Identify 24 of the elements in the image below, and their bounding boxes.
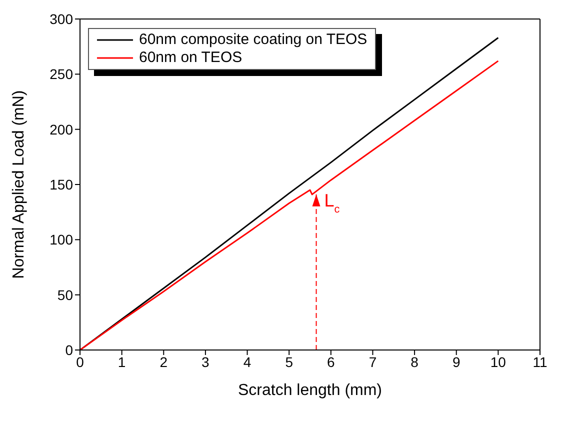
x-axis-title: Scratch length (mm): [238, 382, 382, 399]
x-tick-label: 10: [490, 354, 506, 370]
y-axis-title: Normal Applied Load (mN): [10, 90, 28, 279]
y-tick-label: 150: [50, 176, 74, 192]
y-tick-label: 100: [50, 232, 74, 248]
x-tick-label: 9: [452, 354, 460, 370]
x-tick-label: 3: [202, 354, 210, 370]
x-tick-label: 1: [118, 354, 126, 370]
x-tick-label: 8: [410, 354, 419, 370]
legend-label: 60nm composite coating on TEOS: [139, 31, 368, 49]
legend-label: 60nm on TEOS: [139, 49, 242, 67]
x-tick-label: 2: [160, 354, 168, 370]
y-tick-label: 250: [50, 66, 74, 82]
x-tick-label: 6: [327, 354, 336, 370]
annotation: L$_{c}$: [324, 190, 340, 216]
x-tick-label: 4: [243, 354, 252, 370]
x-tick-label: 0: [76, 354, 84, 370]
x-tick-label: 5: [285, 354, 294, 370]
y-tick-label: 0: [65, 342, 74, 358]
x-tick-label: 11: [532, 354, 548, 370]
y-tick-label: 300: [50, 10, 74, 27]
x-tick-label: 7: [368, 354, 377, 370]
y-tick-label: 50: [57, 286, 74, 303]
y-tick-label: 200: [50, 121, 74, 138]
